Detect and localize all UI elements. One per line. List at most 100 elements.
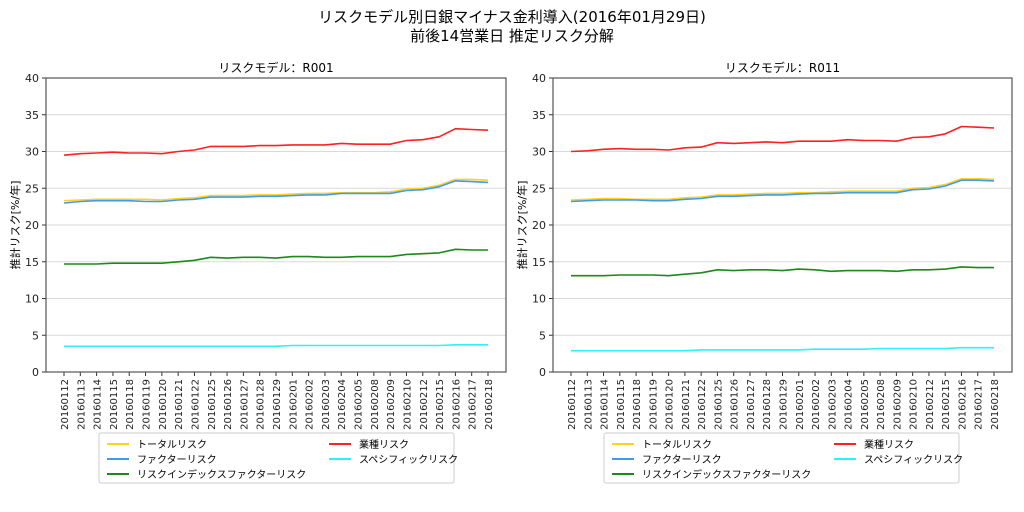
x-tick-label: 20160205: [860, 379, 871, 430]
x-tick-label: 20160125: [207, 379, 218, 430]
x-tick-label: 20160118: [125, 379, 136, 430]
x-tick-label: 20160218: [484, 379, 495, 430]
x-tick-label: 20160121: [174, 379, 185, 430]
y-tick-label: 5: [539, 329, 546, 342]
x-tick-label: 20160209: [386, 379, 397, 430]
x-tick-label: 20160202: [811, 379, 822, 430]
x-tick-label: 20160115: [616, 379, 627, 430]
x-tick-label: 20160129: [272, 379, 283, 430]
x-tick-label: 20160120: [665, 379, 676, 430]
x-tick-label: 20160122: [190, 379, 201, 430]
x-tick-label: 20160119: [648, 379, 659, 430]
x-tick-label: 20160122: [697, 379, 708, 430]
x-tick-label: 20160128: [256, 379, 267, 430]
legend-label-industry: 業種リスク: [359, 438, 409, 451]
y-tick-label: 20: [25, 219, 39, 232]
series-line-total: [570, 177, 995, 201]
x-tick-label: 20160208: [370, 379, 381, 430]
y-tick-label: 35: [25, 109, 39, 122]
x-tick-label: 20160201: [795, 379, 806, 430]
legend-box: [98, 432, 455, 484]
legend-label-factor: ファクターリスク: [642, 454, 722, 466]
x-tick-label: 20160218: [990, 379, 1001, 430]
panel-title: リスクモデル：R011: [725, 60, 840, 75]
y-tick-label: 10: [532, 293, 546, 306]
series-line-total: [63, 178, 489, 202]
x-tick-label: 20160205: [354, 379, 365, 430]
x-tick-label: 20160216: [451, 379, 462, 430]
x-tick-label: 20160125: [713, 379, 724, 430]
x-tick-label: 20160112: [60, 379, 71, 430]
series-line-industry: [570, 125, 995, 153]
x-tick-label: 20160216: [957, 379, 968, 430]
x-tick-label: 20160204: [337, 379, 348, 430]
series-line-factor: [63, 180, 489, 204]
legend-label-index-factor: リスクインデックスファクターリスク: [137, 468, 306, 481]
plot-frame: [45, 77, 507, 373]
x-tick-label: 20160129: [779, 379, 790, 430]
y-tick-label: 40: [25, 72, 39, 85]
x-tick-label: 20160120: [158, 379, 169, 430]
x-tick-label: 20160210: [909, 379, 920, 430]
x-tick-label: 20160121: [681, 379, 692, 430]
x-tick-label: 20160215: [435, 379, 446, 430]
y-tick-label: 30: [532, 146, 546, 159]
x-tick-label: 20160119: [142, 379, 153, 430]
y-axis-label: 推計リスク[%/年]: [8, 181, 22, 270]
y-tick-label: 30: [25, 146, 39, 159]
legend-label-specific: スペシフィックリスク: [359, 454, 458, 466]
legend-label-total: トータルリスク: [137, 439, 207, 451]
series-line-factor: [570, 179, 995, 203]
x-tick-label: 20160212: [925, 379, 936, 430]
chart-panel-2: リスクモデル：R011 0 5 10 15 20 25 30 35 40 推計リスク[%/年] 201…: [515, 60, 1013, 484]
y-tick-label: 10: [25, 293, 39, 306]
y-axis-label: 推計リスク[%/年]: [515, 181, 529, 270]
y-tick-label: 15: [25, 256, 39, 269]
chart-panel-1: リスクモデル：R001 0 5 10 15 20 25 30 35 40 推計リスク[%/年] 201…: [8, 60, 507, 484]
y-tick-label: 25: [532, 182, 546, 195]
y-tick-label: 20: [532, 219, 546, 232]
legend-label-factor: ファクターリスク: [137, 454, 217, 466]
x-tick-label: 20160112: [567, 379, 578, 430]
panel-title: リスクモデル：R001: [218, 60, 333, 75]
x-tick-label: 20160113: [76, 379, 87, 430]
series-line-index-factor: [571, 266, 994, 277]
x-tick-label: 20160114: [93, 379, 104, 430]
plot-frame: [552, 77, 1013, 373]
x-tick-label: 20160217: [468, 379, 479, 430]
x-tick-label: 20160203: [827, 379, 838, 430]
x-tick-label: 20160203: [321, 379, 332, 430]
y-tick-label: 0: [539, 366, 546, 379]
x-tick-label: 20160114: [600, 379, 611, 430]
y-tick-label: 40: [532, 72, 546, 85]
x-tick-label: 20160127: [239, 379, 250, 430]
y-tick-label: 35: [532, 109, 546, 122]
series-line-specific: [64, 343, 488, 348]
y-tick-label: 0: [32, 366, 39, 379]
y-tick-label: 25: [25, 182, 39, 195]
series-line-industry: [63, 127, 489, 156]
x-tick-label: 20160118: [632, 379, 643, 430]
series-line-specific: [571, 346, 994, 352]
legend-label-total: トータルリスク: [642, 439, 712, 451]
figure-title-line1: リスクモデル別日銀マイナス金利導入(2016年01月29日): [318, 8, 706, 26]
series-line-index-factor: [64, 248, 488, 265]
x-tick-label: 20160209: [892, 379, 903, 430]
x-tick-label: 20160115: [109, 379, 120, 430]
x-tick-label: 20160215: [941, 379, 952, 430]
y-tick-label: 15: [532, 256, 546, 269]
x-tick-label: 20160204: [844, 379, 855, 430]
x-tick-label: 20160217: [974, 379, 985, 430]
x-tick-label: 20160113: [583, 379, 594, 430]
legend-label-industry: 業種リスク: [864, 438, 914, 451]
x-tick-label: 20160201: [288, 379, 299, 430]
x-tick-label: 20160208: [876, 379, 887, 430]
legend-label-index-factor: リスクインデックスファクターリスク: [642, 468, 811, 481]
x-tick-label: 20160126: [730, 379, 741, 430]
legend-box: [603, 432, 960, 484]
x-tick-label: 20160210: [402, 379, 413, 430]
x-tick-label: 20160202: [305, 379, 316, 430]
y-tick-label: 5: [32, 329, 39, 342]
